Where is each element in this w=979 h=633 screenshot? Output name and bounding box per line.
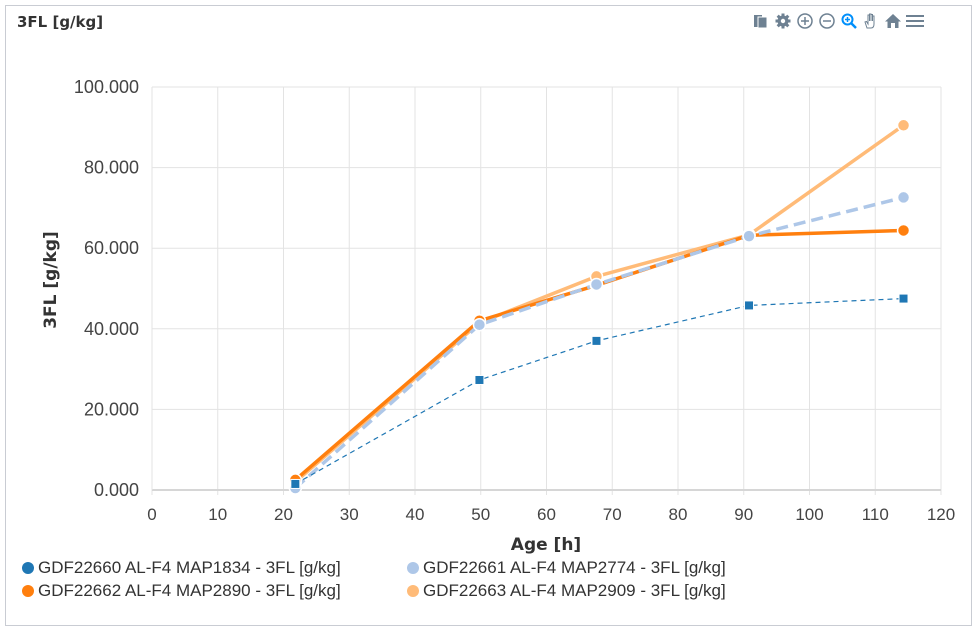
data-point[interactable] (896, 118, 911, 133)
x-tick-label: 30 (340, 505, 359, 524)
legend-item[interactable]: GDF22661 AL-F4 MAP2774 - 3FL [g/kg] (407, 558, 726, 578)
zoom-in-button[interactable] (794, 10, 816, 32)
legend-label: GDF22663 AL-F4 MAP2909 - 3FL [g/kg] (423, 580, 726, 600)
x-axis-label: Age [h] (511, 535, 581, 555)
x-tick-label: 80 (669, 505, 688, 524)
y-tick-label: 0.000 (94, 480, 139, 500)
zoom-out-icon (819, 13, 835, 29)
x-tick-label: 110 (862, 505, 889, 524)
legend-label: GDF22660 AL-F4 MAP1834 - 3FL [g/kg] (38, 557, 341, 577)
legend-label: GDF22661 AL-F4 MAP2774 - 3FL [g/kg] (423, 557, 726, 577)
y-tick-label: 100.000 (74, 77, 139, 97)
menu-button[interactable] (904, 10, 926, 32)
legend-item[interactable]: GDF22662 AL-F4 MAP2890 - 3FL [g/kg] (22, 581, 407, 601)
zoom-in-icon (797, 13, 813, 29)
chart-panel (5, 5, 972, 626)
chart-legend: GDF22660 AL-F4 MAP1834 - 3FL [g/kg] GDF2… (22, 556, 726, 602)
data-point[interactable] (474, 374, 485, 385)
chart-toolbar (750, 10, 926, 32)
legend-item[interactable]: GDF22660 AL-F4 MAP1834 - 3FL [g/kg] (22, 558, 407, 578)
legend-marker-icon (407, 562, 419, 574)
x-tick-label: 100 (795, 505, 823, 524)
legend-marker-icon (22, 585, 34, 597)
data-point[interactable] (290, 478, 301, 489)
x-tick-label: 40 (406, 505, 425, 524)
pan-button[interactable] (860, 10, 882, 32)
zoom-out-button[interactable] (816, 10, 838, 32)
chart-title: 3FL [g/kg] (17, 13, 104, 31)
x-tick-label: 60 (537, 505, 556, 524)
x-tick-label: 10 (208, 505, 227, 524)
series-line (295, 297, 904, 485)
y-axis-label: 3FL [g/kg] (41, 231, 61, 329)
x-tick-label: 120 (927, 505, 955, 524)
axes: 0 10 20 30 40 50 60 70 80 90 100 110 120 0.000 20.000 4… (74, 77, 955, 524)
download-icon (754, 15, 768, 29)
series-lines (294, 123, 905, 490)
data-point[interactable] (744, 300, 755, 311)
menu-icon (906, 15, 924, 27)
x-tick-label: 90 (734, 505, 753, 524)
data-point[interactable] (589, 277, 604, 292)
data-point[interactable] (896, 223, 911, 238)
legend-item[interactable]: GDF22663 AL-F4 MAP2909 - 3FL [g/kg] (407, 581, 726, 601)
data-point[interactable] (472, 318, 487, 332)
x-tick-label: 0 (147, 505, 156, 524)
data-point[interactable] (591, 335, 602, 346)
home-icon (885, 14, 901, 28)
series-line (294, 228, 904, 482)
data-point[interactable] (896, 190, 911, 205)
y-tick-label: 20.000 (84, 399, 139, 419)
y-tick-label: 60.000 (84, 238, 139, 258)
y-tick-label: 40.000 (84, 319, 139, 339)
selection-zoom-button[interactable] (838, 10, 860, 32)
legend-marker-icon (407, 585, 419, 597)
pan-icon (864, 13, 875, 29)
x-tick-label: 50 (471, 505, 490, 524)
data-markers[interactable] (288, 118, 911, 495)
data-point[interactable] (742, 229, 756, 243)
selection-zoom-icon (841, 13, 857, 29)
series-line (294, 123, 905, 484)
x-tick-label: 70 (603, 505, 622, 524)
data-point[interactable] (898, 293, 909, 304)
download-button[interactable] (750, 10, 772, 32)
legend-marker-icon (22, 562, 34, 574)
gear-icon (775, 13, 791, 29)
legend-label: GDF22662 AL-F4 MAP2890 - 3FL [g/kg] (38, 580, 341, 600)
settings-button[interactable] (772, 10, 794, 32)
grid-lines (151, 86, 942, 495)
y-tick-label: 80.000 (84, 158, 139, 178)
x-tick-label: 20 (274, 505, 293, 524)
reset-zoom-button[interactable] (882, 10, 904, 32)
